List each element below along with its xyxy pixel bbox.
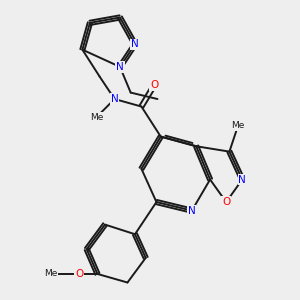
- Text: N: N: [188, 206, 196, 216]
- Text: Me: Me: [44, 269, 58, 278]
- Text: O: O: [150, 80, 158, 90]
- Text: N: N: [131, 39, 139, 49]
- Text: N: N: [111, 94, 119, 104]
- Text: N: N: [238, 175, 246, 184]
- Text: Me: Me: [90, 113, 103, 122]
- Text: Me: Me: [231, 122, 245, 130]
- Text: O: O: [222, 197, 230, 207]
- Text: N: N: [116, 62, 124, 72]
- Text: O: O: [75, 269, 83, 279]
